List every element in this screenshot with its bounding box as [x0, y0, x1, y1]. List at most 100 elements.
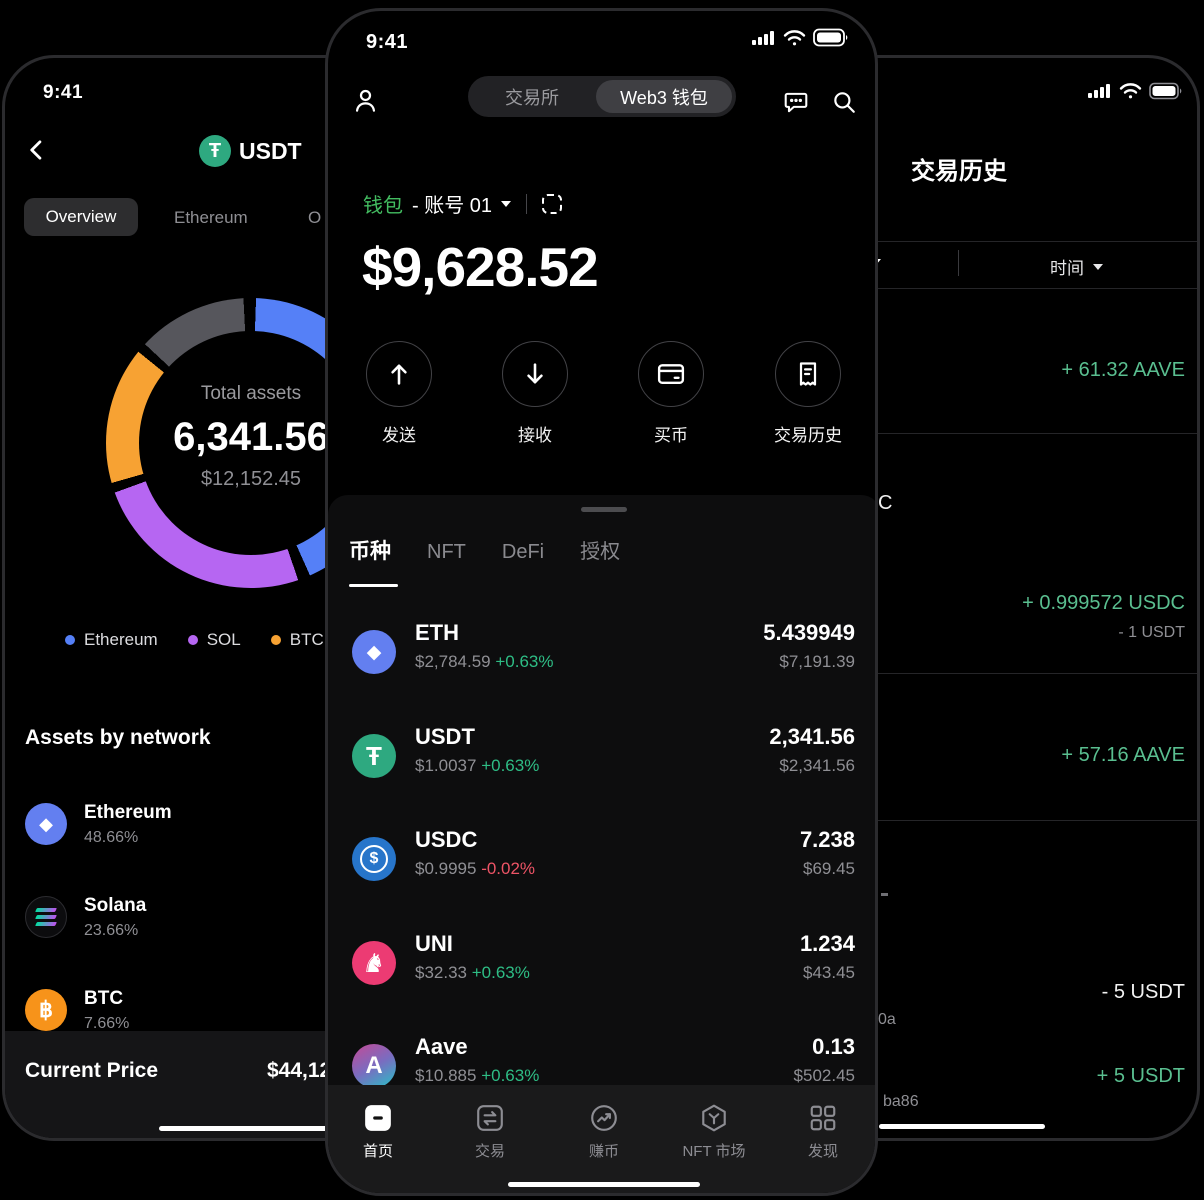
aave-icon: A	[352, 1044, 396, 1088]
buy-circle	[638, 341, 704, 407]
account-label: - 账号 01	[412, 195, 493, 217]
history-title: 交易历史	[911, 158, 1007, 185]
sort-caret-icon	[1093, 263, 1103, 270]
legend-item-ethereum: Ethereum	[65, 630, 158, 650]
active-tab-underline	[349, 584, 398, 587]
total-assets-value: 6,341.56	[173, 415, 329, 459]
tab-nft[interactable]: NFT	[427, 541, 466, 563]
assets-by-network-heading: Assets by network	[25, 726, 211, 749]
nav-nft-market[interactable]: NFT 市场	[664, 1103, 764, 1161]
bottom-nav: 首页 交易 赚币 NFT 市场 发现	[328, 1085, 875, 1193]
clipped-text-fragment: C	[878, 492, 893, 514]
sort-by-time[interactable]: 时间	[1050, 254, 1103, 279]
earn-icon	[591, 1105, 617, 1131]
account-selector[interactable]: 钱包 - 账号 01	[363, 189, 563, 218]
total-assets-fiat: $12,152.45	[200, 468, 302, 490]
nav-trade[interactable]: 交易	[450, 1103, 530, 1161]
current-price-label: Current Price	[25, 1059, 159, 1082]
separator	[526, 193, 528, 214]
home-icon	[365, 1105, 391, 1131]
battery-icon	[813, 28, 848, 47]
btc-network-icon: ฿	[25, 989, 67, 1031]
send-circle	[366, 341, 432, 407]
ethereum-network-icon: ◆	[25, 803, 67, 845]
legend-item-btc: BTC	[270, 630, 324, 650]
receive-circle	[502, 341, 568, 407]
usdt-icon: Ŧ	[352, 734, 396, 778]
legend-dot-ethereum	[65, 635, 75, 645]
transaction-row[interactable]: - 5 USDT 0a	[650, 821, 1197, 1028]
receive-button[interactable]: 接收	[502, 341, 568, 446]
tab-overview[interactable]: Overview	[24, 198, 138, 236]
chevron-left-icon	[30, 140, 42, 160]
wifi-icon	[783, 29, 806, 45]
buy-crypto-button[interactable]: 买币	[638, 341, 704, 446]
sheet-tabs: 币种 NFT DeFi 授权	[349, 535, 620, 565]
signal-icon	[1088, 84, 1110, 98]
card-icon	[657, 364, 685, 384]
transaction-row[interactable]: + 5 USDT ba86	[883, 1065, 1185, 1110]
tab-defi[interactable]: DeFi	[501, 541, 545, 563]
divider	[650, 820, 1197, 821]
token-row-uni[interactable]: ♞ UNI $32.33 +0.63% 1.234 $43.45	[328, 911, 875, 1015]
document-icon	[799, 362, 817, 386]
tab-coins[interactable]: 币种	[349, 540, 391, 563]
tab-approvals[interactable]: 授权	[580, 541, 621, 563]
current-price-value: $44,12	[267, 1059, 332, 1082]
token-row-aave[interactable]: A Aave $10.885 +0.63% 0.13 $502.45	[328, 1014, 875, 1118]
legend-item-sol: SOL	[187, 630, 241, 650]
segment-web3-wallet[interactable]: Web3 钱包	[596, 80, 732, 113]
usdt-icon: Ŧ	[199, 135, 231, 167]
eth-icon: ◆	[352, 630, 396, 674]
tab-ethereum[interactable]: Ethereum	[174, 208, 248, 227]
nav-earn[interactable]: 赚币	[561, 1103, 647, 1161]
token-row-eth[interactable]: ◆ ETH $2,784.59 +0.63% 5.439949 $7,191.3…	[328, 600, 875, 704]
arrow-down-icon	[527, 363, 543, 384]
wifi-icon	[1119, 83, 1142, 99]
transaction-row[interactable]: + 61.32 AAVE	[1061, 359, 1185, 381]
tab-clipped[interactable]: O	[308, 208, 322, 227]
status-icons	[1088, 82, 1183, 100]
wallet-label: 钱包	[363, 195, 403, 217]
network-row-solana[interactable]: Solana 23.66%	[25, 886, 525, 948]
status-time: 9:41	[366, 31, 409, 53]
token-row-usdc[interactable]: $ USDC $0.9995 -0.02% 7.238 $69.45	[328, 807, 875, 911]
chat-button[interactable]	[783, 89, 809, 120]
nav-discover[interactable]: 发现	[783, 1103, 863, 1161]
profile-button[interactable]	[352, 87, 379, 119]
profile-icon	[355, 89, 376, 112]
network-row-ethereum[interactable]: ◆ Ethereum 48.66%	[25, 793, 525, 855]
legend-dot-btc	[270, 635, 281, 645]
send-button[interactable]: 发送	[366, 341, 432, 446]
sheet-drag-handle[interactable]	[581, 507, 627, 512]
battery-icon	[1149, 82, 1182, 100]
account-caret-icon	[501, 200, 512, 207]
transaction-row[interactable]: C + 0.999572 USDC - 1 USDT	[878, 492, 1185, 641]
divider	[650, 433, 1197, 434]
network-row-btc[interactable]: ฿ BTC 7.66%	[25, 979, 525, 1041]
history-button[interactable]: 交易历史	[774, 341, 853, 446]
home-indicator	[159, 1126, 337, 1131]
segment-exchange[interactable]: 交易所	[505, 87, 559, 108]
back-button[interactable]	[23, 136, 51, 169]
divider	[650, 288, 1197, 289]
home-indicator	[879, 1124, 1045, 1129]
total-assets-label: Total assets	[200, 383, 302, 404]
clipped-address-fragment: ba86	[883, 1093, 919, 1110]
exchange-wallet-segmented-control: 交易所 Web3 钱包	[468, 76, 736, 117]
search-button[interactable]	[831, 89, 857, 120]
home-indicator	[508, 1182, 700, 1187]
copy-address-icon[interactable]	[542, 193, 563, 214]
discover-grid-icon	[810, 1105, 836, 1131]
history-circle	[775, 341, 841, 407]
token-row-usdt[interactable]: Ŧ USDT $1.0037 +0.63% 2,341.56 $2,341.56	[328, 704, 875, 808]
nav-home[interactable]: 首页	[338, 1103, 418, 1161]
assets-sheet: 币种 NFT DeFi 授权 ◆ ETH $2,784.59 +0.63% 5.…	[328, 495, 875, 1193]
nft-hexagon-icon	[702, 1104, 726, 1132]
filter-divider	[958, 250, 959, 276]
arrow-up-icon	[391, 364, 407, 385]
transaction-row[interactable]: + 57.16 AAVE	[1061, 744, 1185, 766]
total-balance: $9,628.52	[362, 236, 599, 298]
usdc-icon: $	[352, 837, 396, 881]
